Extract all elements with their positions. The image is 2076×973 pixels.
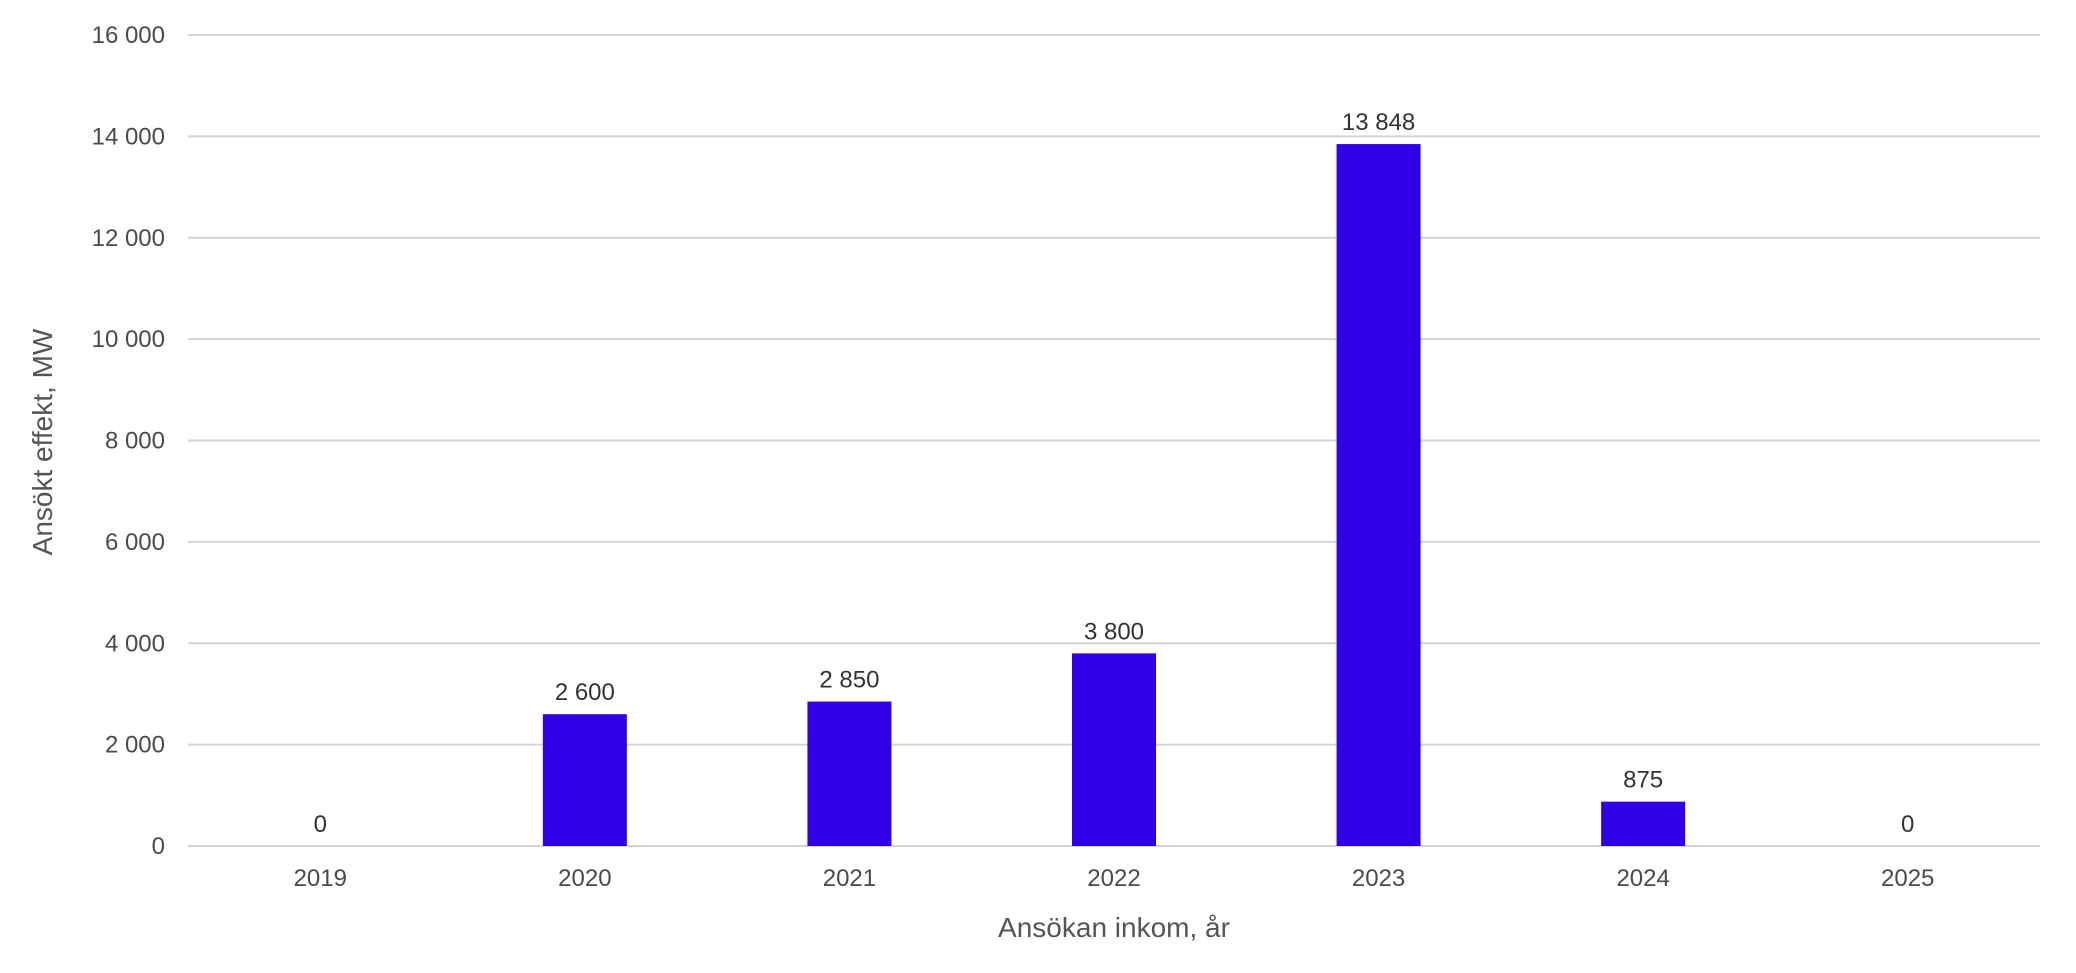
x-tick-label: 2021	[823, 865, 876, 892]
y-tick-label: 12 000	[92, 225, 165, 252]
x-axis-ticks: 2019 2020 2021 2022 2023 2024 2025	[294, 865, 1935, 892]
y-tick-label: 14 000	[92, 123, 165, 150]
bar-2022[interactable]	[1072, 653, 1156, 846]
data-label-2020: 2 600	[555, 679, 615, 706]
bar-2024[interactable]	[1601, 801, 1686, 846]
y-axis-ticks: 0 2 000 4 000 6 000 8 000 10 000 12 000 14 000 1…	[92, 22, 165, 860]
bar-2020[interactable]	[542, 714, 627, 846]
y-tick-label: 8 000	[105, 428, 165, 455]
y-tick-label: 4 000	[105, 630, 165, 657]
data-label-2022: 3 800	[1084, 618, 1144, 645]
data-label-2023: 13 848	[1342, 109, 1415, 136]
y-tick-label: 6 000	[105, 529, 165, 556]
x-tick-label: 2022	[1087, 865, 1140, 892]
y-tick-label: 0	[152, 833, 165, 860]
x-axis-title: Ansökan inkom, år	[998, 912, 1230, 943]
data-label-2019: 0	[314, 811, 327, 838]
y-tick-label: 16 000	[92, 22, 165, 49]
x-tick-label: 2024	[1616, 865, 1669, 892]
data-label-2021: 2 850	[819, 667, 879, 694]
y-axis-title: Ansökt effekt, MW	[27, 328, 58, 555]
data-labels: 0 2 600 2 850 3 800 13 848 875 0	[314, 109, 1915, 838]
x-tick-label: 2025	[1881, 865, 1934, 892]
x-tick-label: 2020	[558, 865, 611, 892]
y-tick-label: 2 000	[105, 732, 165, 759]
bar-2023[interactable]	[1336, 144, 1421, 847]
y-tick-label: 10 000	[92, 326, 165, 353]
bars	[542, 144, 1686, 847]
bar-2021[interactable]	[807, 701, 892, 846]
data-label-2024: 875	[1623, 767, 1663, 794]
data-label-2025: 0	[1901, 811, 1914, 838]
grid-lines	[188, 34, 2040, 847]
x-tick-label: 2019	[294, 865, 347, 892]
x-tick-label: 2023	[1352, 865, 1405, 892]
